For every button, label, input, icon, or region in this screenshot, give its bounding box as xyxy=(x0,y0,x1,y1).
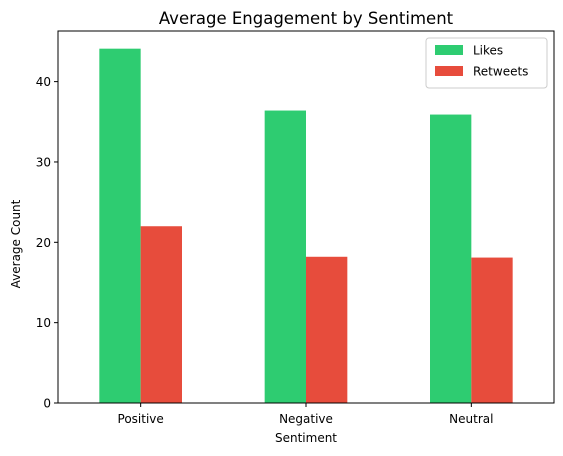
y-tick-label: 20 xyxy=(36,236,51,250)
x-tick-label: Negative xyxy=(279,412,333,426)
legend-swatch-retweets xyxy=(435,66,463,76)
bar-likes-neutral xyxy=(430,114,472,404)
bar-likes-positive xyxy=(99,48,141,403)
bar-retweets-neutral xyxy=(471,257,513,403)
y-axis-label: Average Count xyxy=(9,199,23,288)
y-tick-label: 0 xyxy=(43,397,51,411)
bar-retweets-positive xyxy=(140,226,182,403)
y-axis: 0 10 20 30 40 xyxy=(36,75,58,411)
legend-label-retweets: Retweets xyxy=(473,65,528,79)
bars-layer xyxy=(99,48,513,404)
y-tick-label: 10 xyxy=(36,316,51,330)
x-tick-label: Neutral xyxy=(449,412,493,426)
legend: Likes Retweets xyxy=(425,37,548,89)
x-axis: Positive Negative Neutral xyxy=(118,403,493,426)
legend-swatch-likes xyxy=(435,45,463,55)
chart-title: Average Engagement by Sentiment xyxy=(159,9,454,28)
plot-frame xyxy=(57,30,555,404)
y-tick-label: 30 xyxy=(36,155,51,169)
bar-likes-negative xyxy=(264,110,306,403)
legend-label-likes: Likes xyxy=(473,44,503,58)
x-tick-label: Positive xyxy=(118,412,164,426)
x-axis-label: Sentiment xyxy=(275,431,337,445)
y-tick-label: 40 xyxy=(36,75,51,89)
bar-retweets-negative xyxy=(306,256,348,403)
